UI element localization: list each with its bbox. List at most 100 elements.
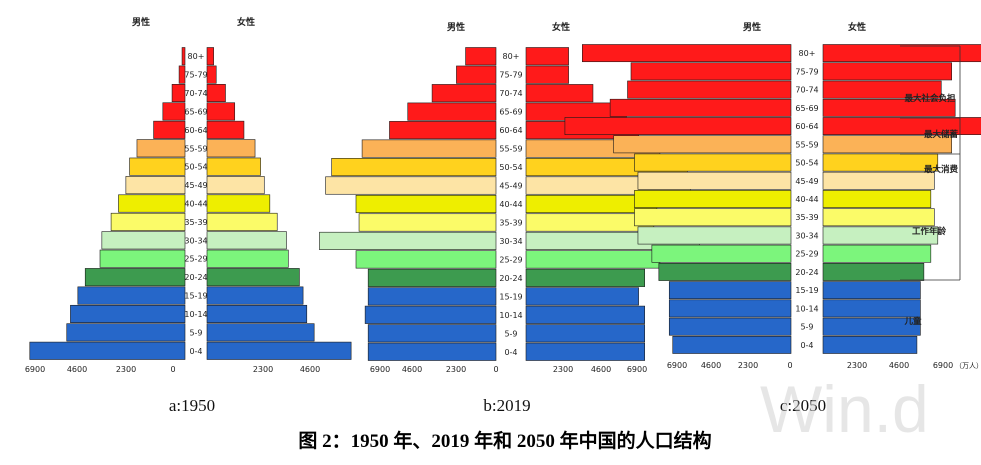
age-label-10-14: 10-14 xyxy=(184,310,207,319)
bar-male-65-69 xyxy=(407,102,497,121)
age-label-0-4: 0-4 xyxy=(189,347,202,356)
bar-male-70-74 xyxy=(171,84,186,103)
male-header: 男性 xyxy=(447,21,465,33)
bar-female-80+ xyxy=(525,47,569,66)
panel-subtitle: c:2050 xyxy=(780,396,826,415)
age-label-0-4: 0-4 xyxy=(504,348,517,357)
bar-female-65-69 xyxy=(206,102,236,121)
bar-female-60-64 xyxy=(822,117,981,135)
bar-male-50-54 xyxy=(634,153,792,172)
x-tick-left-0: 0 xyxy=(493,365,498,374)
age-label-15-19: 15-19 xyxy=(184,292,207,301)
bar-female-5-9 xyxy=(525,324,645,343)
bar-male-5-9 xyxy=(66,323,186,342)
age-label-35-39: 35-39 xyxy=(184,218,207,227)
x-tick-left-6900: 6900 xyxy=(25,365,45,374)
bar-female-15-19 xyxy=(525,287,639,306)
age-label-55-59: 55-59 xyxy=(795,140,818,149)
age-label-50-54: 50-54 xyxy=(184,163,207,172)
age-label-20-24: 20-24 xyxy=(795,268,818,277)
bar-female-20-24 xyxy=(822,263,925,281)
bar-female-15-19 xyxy=(206,286,304,305)
panel-subtitle: a:1950 xyxy=(169,396,215,415)
bar-male-40-44 xyxy=(634,190,792,208)
x-tick-right-6900: 6900 xyxy=(933,361,953,370)
bar-male-35-39 xyxy=(358,213,497,232)
bar-female-25-29 xyxy=(206,249,289,268)
x-tick-left-4600: 4600 xyxy=(402,365,422,374)
bar-male-5-9 xyxy=(367,324,497,343)
bar-female-75-79 xyxy=(822,62,952,81)
bar-male-25-29 xyxy=(651,244,792,263)
bar-male-35-39 xyxy=(634,208,792,227)
age-label-30-34: 30-34 xyxy=(795,231,818,240)
bar-male-75-79 xyxy=(456,65,497,84)
bar-male-15-19 xyxy=(367,287,497,306)
age-label-70-74: 70-74 xyxy=(499,89,522,98)
bar-male-35-39 xyxy=(110,212,186,231)
bar-male-25-29 xyxy=(355,250,497,269)
age-label-80+: 80+ xyxy=(799,49,816,58)
bar-male-15-19 xyxy=(668,281,792,300)
bar-female-25-29 xyxy=(822,244,932,263)
watermark: Win.d xyxy=(760,372,929,446)
bar-male-10-14 xyxy=(668,299,792,318)
age-label-0-4: 0-4 xyxy=(800,341,813,350)
age-label-50-54: 50-54 xyxy=(499,163,522,172)
bar-male-70-74 xyxy=(431,84,497,103)
x-tick-left-2300: 2300 xyxy=(116,365,136,374)
age-label-40-44: 40-44 xyxy=(499,200,522,209)
bar-male-25-29 xyxy=(99,249,186,268)
x-tick-left-2300: 2300 xyxy=(738,361,758,370)
bar-male-65-69 xyxy=(609,98,792,117)
bar-female-35-39 xyxy=(206,212,278,231)
age-label-15-19: 15-19 xyxy=(795,286,818,295)
bar-male-75-79 xyxy=(178,65,186,84)
age-label-5-9: 5-9 xyxy=(504,329,517,338)
bar-male-55-59 xyxy=(613,135,792,154)
age-label-45-49: 45-49 xyxy=(499,182,522,191)
bar-female-15-19 xyxy=(822,281,921,300)
bar-male-15-19 xyxy=(77,286,186,305)
bar-male-45-49 xyxy=(325,176,497,195)
bar-male-60-64 xyxy=(153,120,186,139)
age-label-60-64: 60-64 xyxy=(499,126,522,135)
x-tick-right-2300: 2300 xyxy=(847,361,867,370)
bar-female-50-54 xyxy=(206,157,261,176)
bar-female-20-24 xyxy=(525,268,645,287)
age-label-75-79: 75-79 xyxy=(795,67,818,76)
bar-female-45-49 xyxy=(206,176,265,195)
figure-caption: 图 2：1950 年、2019 年和 2050 年中国的人口结构 xyxy=(298,429,711,452)
bar-female-10-14 xyxy=(525,305,645,324)
x-tick-left-6900: 6900 xyxy=(667,361,687,370)
age-label-65-69: 65-69 xyxy=(184,107,207,116)
female-header: 女性 xyxy=(237,16,255,28)
bar-male-70-74 xyxy=(627,80,792,99)
age-label-10-14: 10-14 xyxy=(499,311,522,320)
bar-female-45-49 xyxy=(822,171,935,190)
bar-male-40-44 xyxy=(118,194,186,213)
age-label-70-74: 70-74 xyxy=(184,89,207,98)
bar-male-30-34 xyxy=(637,226,792,245)
age-label-55-59: 55-59 xyxy=(184,144,207,153)
bar-male-30-34 xyxy=(101,231,186,250)
age-label-60-64: 60-64 xyxy=(795,122,818,131)
x-tick-right-2300: 2300 xyxy=(253,365,273,374)
x-tick-left-0: 0 xyxy=(170,365,175,374)
age-label-30-34: 30-34 xyxy=(184,236,207,245)
bar-female-35-39 xyxy=(822,208,935,227)
bar-male-60-64 xyxy=(564,117,792,135)
age-label-5-9: 5-9 xyxy=(189,328,202,337)
age-label-25-29: 25-29 xyxy=(499,255,522,264)
bar-female-5-9 xyxy=(206,323,315,342)
bar-male-40-44 xyxy=(355,194,497,214)
pyramid-2050: 0-4 5-9 10-14 15-19 20-24 25-29 30-34 35-39 40-4… xyxy=(564,21,981,415)
bar-female-40-44 xyxy=(206,194,271,213)
x-tick-left-4600: 4600 xyxy=(67,365,87,374)
bar-female-0-4 xyxy=(822,335,918,354)
male-header: 男性 xyxy=(132,16,150,28)
bar-male-45-49 xyxy=(637,171,792,190)
bar-male-10-14 xyxy=(364,305,497,324)
bar-female-20-24 xyxy=(206,268,300,287)
